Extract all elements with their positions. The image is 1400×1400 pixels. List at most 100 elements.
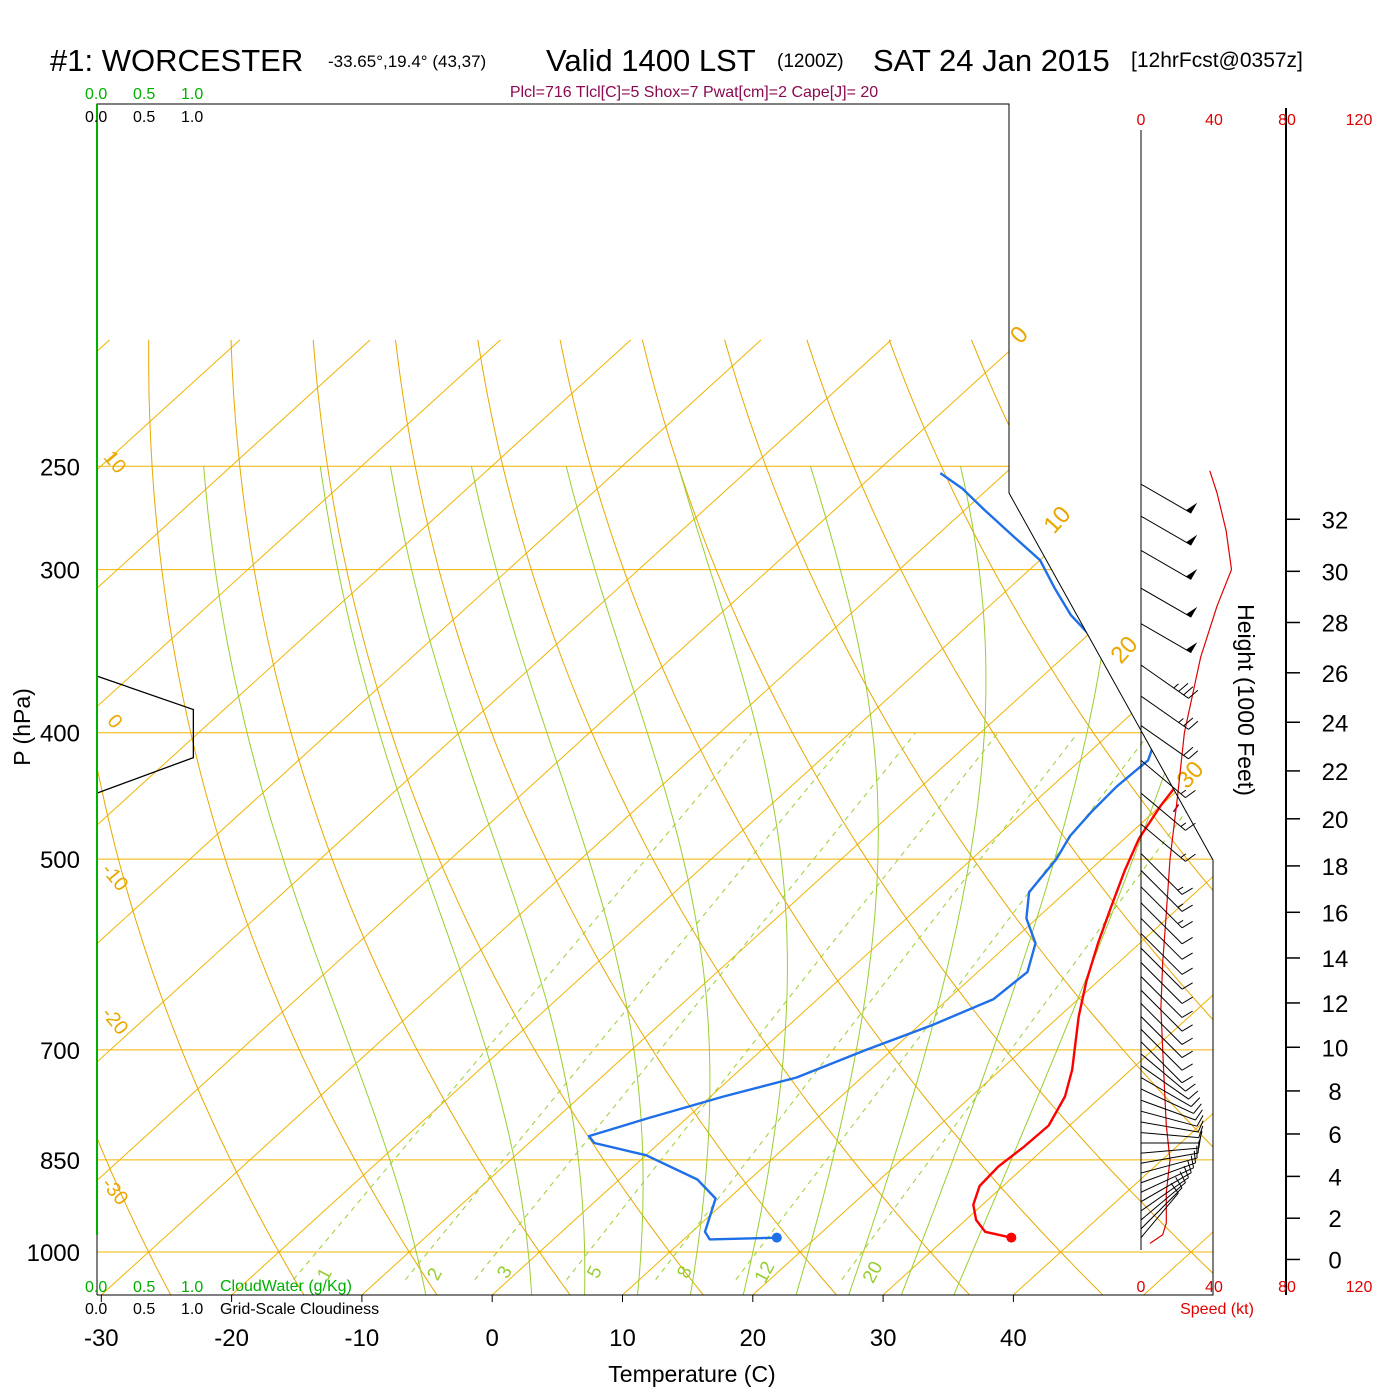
barb-staff xyxy=(1140,989,1183,1032)
barb-staff xyxy=(1140,515,1192,546)
isotherm--20 xyxy=(219,339,1213,1295)
barb-flag xyxy=(1181,887,1193,895)
moist-adiabat xyxy=(896,466,1116,1295)
barb-flag xyxy=(1183,1165,1189,1178)
mixing-ratio-3 xyxy=(474,732,917,1280)
mixing-ratio-label-12: 12 xyxy=(751,1258,779,1287)
height-tick-8: 8 xyxy=(1328,1079,1341,1106)
cloudiness-tick-bottom-3: 1.0 xyxy=(181,1301,203,1318)
wind-barb xyxy=(1140,1150,1196,1184)
height-tick-14: 14 xyxy=(1322,946,1349,973)
isotherm-label-10: 10 xyxy=(99,447,130,478)
barb-staff xyxy=(1140,1110,1198,1127)
cloud-water-tick-top-2: 0.5 xyxy=(133,86,155,103)
mixing-ratio-5 xyxy=(566,732,999,1280)
barb-flag xyxy=(1185,1083,1196,1092)
wind-barb xyxy=(1140,549,1198,580)
cloud-water-tick-top-1: 0.0 xyxy=(85,86,107,103)
wind-barb xyxy=(1140,1135,1202,1154)
dry-adiabat xyxy=(559,339,1115,1295)
barb-staff xyxy=(1140,853,1183,895)
isotherm--70 xyxy=(97,339,632,1295)
y-tick-300: 300 xyxy=(40,558,80,585)
moist-adiabat xyxy=(792,466,879,1295)
isotherm-label--30: -30 xyxy=(97,1173,132,1209)
speed-tick-bottom-120: 120 xyxy=(1346,1279,1373,1296)
dry-adiabat xyxy=(641,339,1213,1295)
wind-barb xyxy=(1140,587,1198,618)
forecast-info: [12hrFcst@0357z] xyxy=(1131,49,1303,72)
barb-staff xyxy=(1140,976,1183,1018)
speed-tick-top-40: 40 xyxy=(1205,112,1223,129)
y-tick-400: 400 xyxy=(40,721,80,748)
wind-barb xyxy=(1140,483,1198,514)
barb-staff xyxy=(1140,917,1183,960)
dry-adiabat xyxy=(97,339,178,1295)
mixing-ratio-label-2: 2 xyxy=(423,1265,447,1284)
x-tick-40: 40 xyxy=(1000,1325,1027,1352)
barb-staff xyxy=(1140,1121,1199,1133)
isotherm--60 xyxy=(97,339,762,1295)
barb-flag xyxy=(1181,1010,1193,1018)
barb-staff xyxy=(1140,1028,1183,1071)
mixing-ratio-label-5: 5 xyxy=(583,1263,607,1282)
barb-flag xyxy=(1183,686,1194,696)
wind-barb xyxy=(1140,886,1193,929)
temperature-surface-marker xyxy=(1006,1232,1017,1243)
x-tick-0: 0 xyxy=(486,1325,499,1352)
speed-tick-bottom-0: 0 xyxy=(1137,1279,1146,1296)
dry-adiabat xyxy=(477,339,981,1295)
isotherm--40 xyxy=(97,339,1023,1295)
x-tick--10: -10 xyxy=(345,1325,380,1352)
isotherm-label-0: 0 xyxy=(103,710,127,733)
isotherm-label--20: -20 xyxy=(97,1003,132,1039)
y-tick-500: 500 xyxy=(40,847,80,874)
wind-barb xyxy=(1140,695,1199,730)
wind-barb xyxy=(1140,933,1193,975)
mixing-ratio-8 xyxy=(655,732,1079,1280)
speed-tick-bottom-40: 40 xyxy=(1205,1279,1223,1296)
barb-flag xyxy=(1198,1130,1203,1144)
cloudiness-tick-top-1: 0.0 xyxy=(85,109,107,126)
dry-adiabat xyxy=(1301,340,1400,1306)
barb-half-flag xyxy=(1173,683,1179,689)
barb-staff xyxy=(1140,1192,1179,1238)
barb-staff xyxy=(1140,886,1183,929)
barb-staff xyxy=(1140,933,1183,975)
barb-flag xyxy=(1193,1150,1196,1163)
wind-barb xyxy=(1140,1155,1195,1193)
wind-barb xyxy=(1140,1053,1196,1092)
wind-barb xyxy=(1140,515,1198,546)
height-tick-26: 26 xyxy=(1322,661,1349,688)
wind-barb xyxy=(1140,1165,1189,1212)
moist-adiabat xyxy=(677,466,788,1295)
mixing-ratio-label-3: 3 xyxy=(493,1263,517,1282)
barb-staff xyxy=(1140,823,1186,862)
cloudiness-label: Grid-Scale Cloudiness xyxy=(220,1301,379,1318)
barb-flag xyxy=(1181,967,1193,975)
barb-staff xyxy=(1140,695,1189,730)
barb-staff xyxy=(1140,870,1183,912)
barb-staff xyxy=(1140,549,1192,580)
dewpoint-surface-marker xyxy=(771,1232,782,1243)
wind-barb xyxy=(1140,976,1193,1018)
x-tick-20: 20 xyxy=(739,1325,766,1352)
wind-barb xyxy=(1140,989,1193,1032)
barb-staff xyxy=(1140,664,1189,699)
barb-flag xyxy=(1185,789,1196,799)
barb-flag xyxy=(1178,682,1189,692)
dry-adiabat xyxy=(724,339,1213,1295)
height-tick-20: 20 xyxy=(1322,807,1349,834)
barb-staff xyxy=(1140,587,1192,618)
moist-adiabat xyxy=(470,466,644,1295)
barb-staff xyxy=(1140,962,1183,1004)
isotherm--50 xyxy=(97,339,892,1295)
cloud-water-tick-bottom-3: 1.0 xyxy=(181,1279,203,1296)
cloud-water-tick-top-3: 1.0 xyxy=(181,86,203,103)
isotherm-40 xyxy=(1000,339,1213,1295)
height-tick-32: 32 xyxy=(1322,507,1349,534)
wind-barb xyxy=(1140,1088,1202,1114)
moist-adiabat xyxy=(565,466,711,1295)
barb-flag xyxy=(1181,1075,1193,1084)
moist-adiabat xyxy=(203,466,429,1295)
